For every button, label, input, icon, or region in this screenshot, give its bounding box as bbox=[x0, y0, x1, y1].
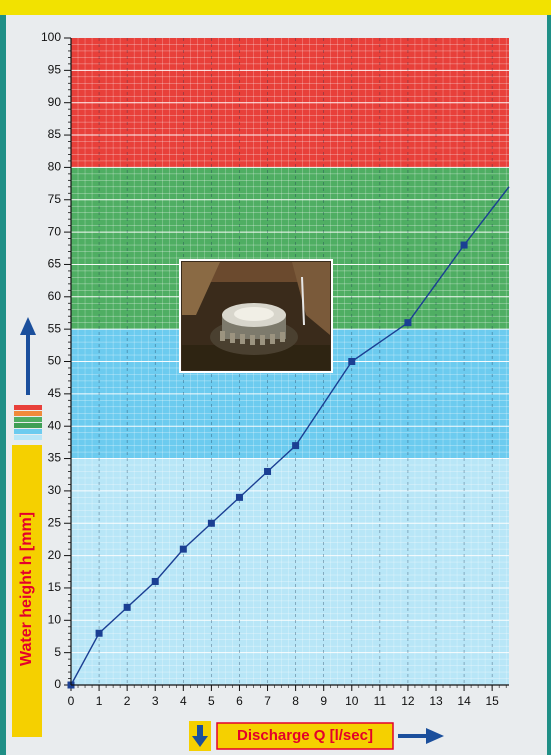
x-tick-label: 4 bbox=[180, 694, 187, 708]
y-tick-label: 95 bbox=[48, 63, 62, 77]
y-tick-label: 0 bbox=[54, 677, 61, 691]
data-point bbox=[348, 358, 356, 365]
x-tick-label: 12 bbox=[401, 694, 415, 708]
x-tick-label: 3 bbox=[152, 694, 159, 708]
data-point bbox=[207, 519, 215, 527]
x-tick-label: 10 bbox=[345, 694, 359, 708]
x-label-background bbox=[216, 722, 394, 750]
x-tick-label: 6 bbox=[236, 694, 243, 708]
y-tick-label: 40 bbox=[48, 418, 62, 432]
y-tick-label: 45 bbox=[48, 386, 62, 400]
band-lightblue bbox=[71, 458, 509, 685]
x-tick-label: 14 bbox=[457, 694, 471, 708]
y-tick-label: 25 bbox=[48, 515, 62, 529]
tank-photo-inset bbox=[179, 259, 333, 373]
y-tick-label: 70 bbox=[48, 224, 62, 238]
top-yellow-bar bbox=[0, 0, 551, 15]
x-tick-label: 13 bbox=[429, 694, 443, 708]
data-point bbox=[292, 442, 300, 450]
data-point bbox=[179, 545, 187, 553]
y-tick-label: 10 bbox=[48, 612, 62, 626]
x-axis-label: Discharge Q [l/sec] bbox=[237, 727, 373, 744]
x-tick-label: 15 bbox=[485, 694, 499, 708]
down-arrow-icon bbox=[192, 725, 208, 747]
y-tick-label: 35 bbox=[48, 451, 62, 465]
y-tick-label: 100 bbox=[41, 30, 61, 44]
y-tick-label: 50 bbox=[48, 354, 62, 368]
x-tick-label: 0 bbox=[68, 694, 75, 708]
y-tick-label: 75 bbox=[48, 192, 62, 206]
y-tick-label: 30 bbox=[48, 483, 62, 497]
x-tick-label: 5 bbox=[208, 694, 215, 708]
discharge-chart: 0510152025303540455055606570758085909510… bbox=[12, 30, 510, 751]
y-axis-label: Water height h [mm] bbox=[18, 512, 35, 666]
y-tick-label: 60 bbox=[48, 289, 62, 303]
y-tick-label: 65 bbox=[48, 257, 62, 271]
x-tick-label: 11 bbox=[374, 694, 387, 708]
color-legend-swatches bbox=[14, 405, 42, 440]
y-tick-label: 20 bbox=[48, 548, 62, 562]
y-tick-label: 85 bbox=[48, 127, 62, 141]
chart-panel: 0 5 10 15 20 25 30 35 40 45 50 55 60 65 70 75 80 85 90 95 10… bbox=[6, 15, 547, 755]
x-tick-label: 2 bbox=[124, 694, 131, 708]
data-point bbox=[460, 241, 468, 249]
x-tick-label: 8 bbox=[292, 694, 299, 708]
y-tick-label: 15 bbox=[48, 580, 62, 594]
x-axis-arrow bbox=[398, 728, 444, 744]
y-axis-arrow bbox=[20, 317, 36, 395]
data-point bbox=[123, 603, 131, 611]
x-tick-label: 1 bbox=[96, 694, 103, 708]
y-tick-label: 5 bbox=[54, 645, 61, 659]
y-tick-label: 55 bbox=[48, 321, 62, 335]
y-tick-label: 90 bbox=[48, 95, 62, 109]
data-point bbox=[235, 493, 243, 501]
data-point bbox=[264, 467, 272, 475]
data-point bbox=[404, 319, 412, 327]
data-point bbox=[95, 629, 103, 637]
x-tick-label: 7 bbox=[264, 694, 271, 708]
x-tick-label: 9 bbox=[320, 694, 327, 708]
y-label-background bbox=[12, 445, 42, 737]
y-tick-label: 80 bbox=[48, 160, 62, 174]
data-point bbox=[151, 577, 159, 585]
